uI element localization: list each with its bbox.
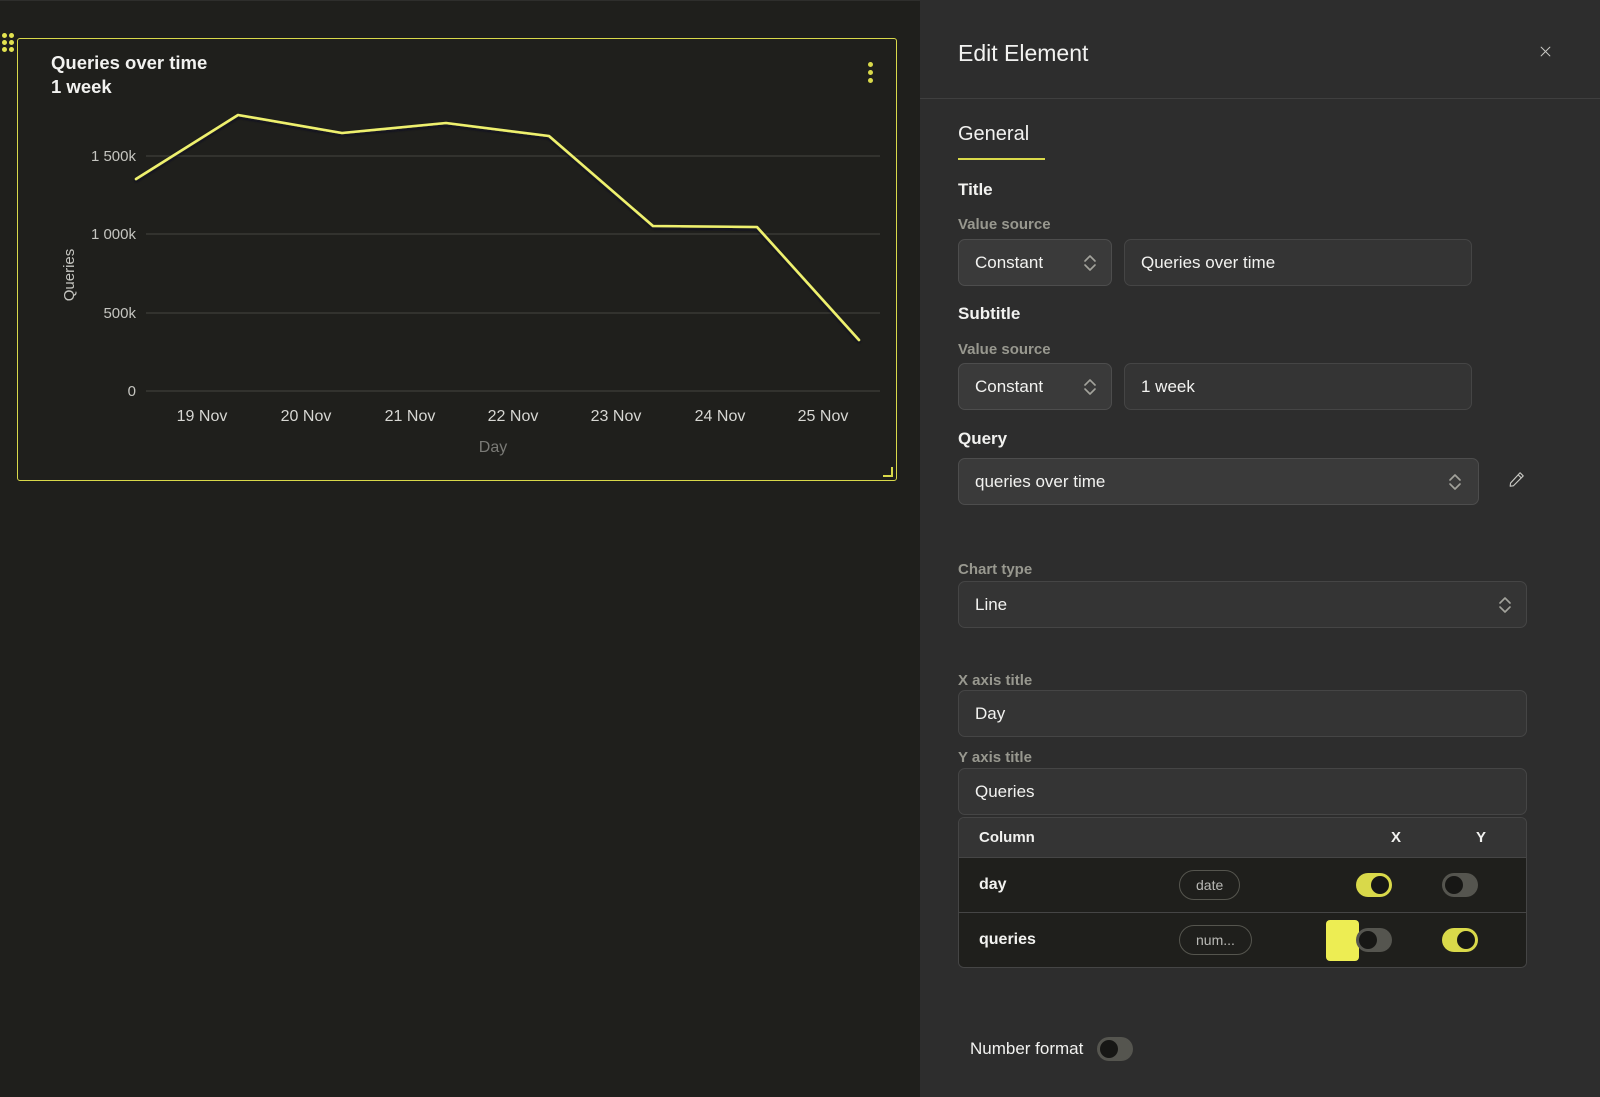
svg-text:23 Nov: 23 Nov xyxy=(591,408,642,425)
svg-text:22 Nov: 22 Nov xyxy=(488,408,539,425)
svg-text:0: 0 xyxy=(128,383,136,400)
svg-text:21 Nov: 21 Nov xyxy=(385,408,436,425)
svg-text:1 500k: 1 500k xyxy=(91,148,137,165)
svg-text:Day: Day xyxy=(479,439,507,456)
svg-text:500k: 500k xyxy=(103,305,136,322)
svg-text:1 000k: 1 000k xyxy=(91,226,137,243)
svg-text:20 Nov: 20 Nov xyxy=(281,408,332,425)
svg-text:19 Nov: 19 Nov xyxy=(177,408,228,425)
svg-text:25 Nov: 25 Nov xyxy=(798,408,849,425)
svg-text:24 Nov: 24 Nov xyxy=(695,408,746,425)
svg-text:Queries: Queries xyxy=(61,249,78,302)
